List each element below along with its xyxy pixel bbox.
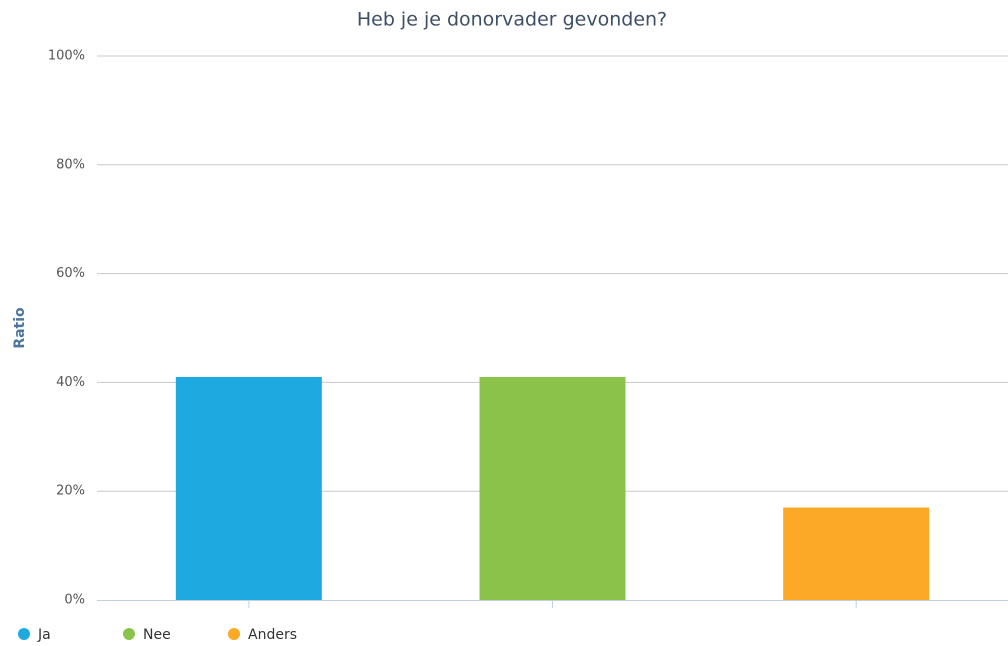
- y-tick-label: 20%: [56, 484, 85, 499]
- bar: [479, 376, 626, 600]
- y-tick-label: 100%: [48, 49, 85, 64]
- legend-marker: [123, 628, 135, 640]
- legend-marker: [18, 628, 30, 640]
- y-tick-label: 80%: [56, 157, 85, 172]
- bar: [783, 507, 930, 600]
- chart-title: Heb je je donorvader gevonden?: [357, 9, 667, 31]
- y-tick-label: 60%: [56, 266, 85, 281]
- legend-label: Anders: [248, 627, 297, 643]
- legend-label: Ja: [37, 627, 51, 643]
- y-tick-label: 0%: [64, 593, 85, 608]
- y-axis-label: Ratio: [12, 307, 28, 349]
- legend-label: Nee: [143, 627, 171, 643]
- y-tick-label: 40%: [56, 375, 85, 390]
- bar: [175, 376, 322, 600]
- legend-marker: [228, 628, 240, 640]
